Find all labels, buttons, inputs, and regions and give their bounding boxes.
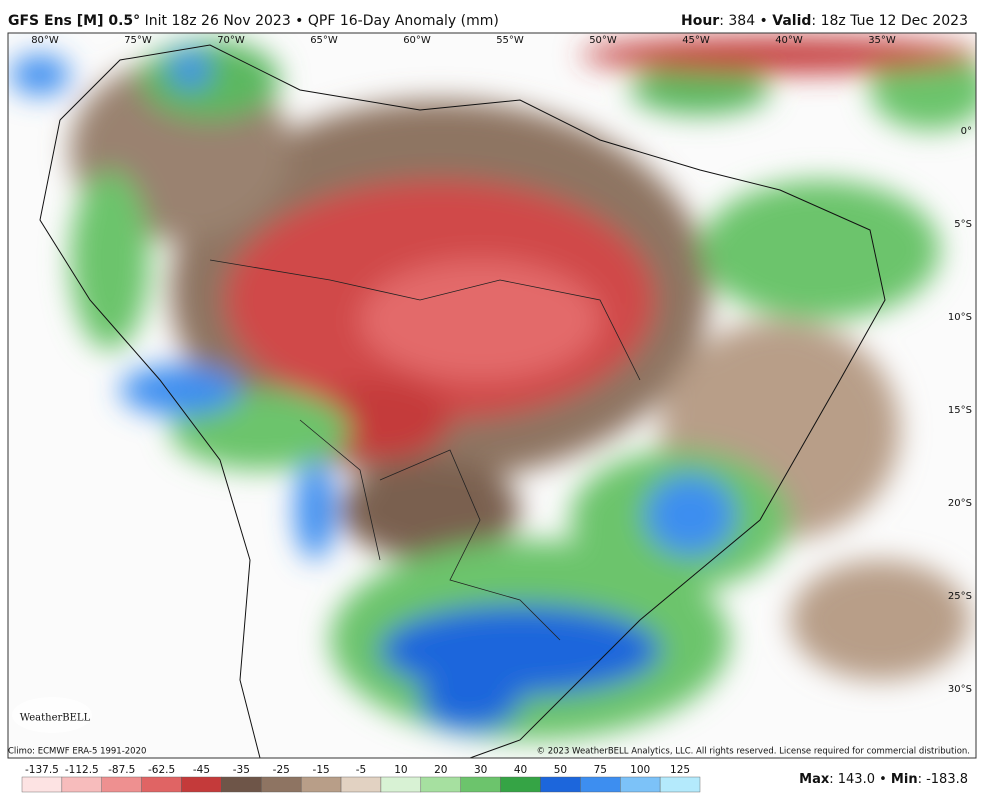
colorbar-label: -45	[193, 764, 210, 776]
colorbar-swatch	[300, 776, 342, 793]
longitude-label: 55°W	[496, 35, 524, 46]
longitude-label: 60°W	[403, 35, 431, 46]
logo: WeatherBELL	[20, 713, 91, 724]
colorbar-label: -35	[233, 764, 250, 776]
max-min: Max: 143.0 • Min: -183.8	[799, 772, 968, 787]
colorbar-label: 40	[514, 764, 527, 776]
colorbar-swatch	[420, 776, 461, 793]
colorbar-swatch	[460, 776, 501, 793]
colorbar-label: 50	[554, 764, 567, 776]
longitude-label: 75°W	[124, 35, 152, 46]
latitude-label: 25°S	[948, 591, 972, 602]
copyright: © 2023 WeatherBELL Analytics, LLC. All r…	[537, 747, 970, 757]
longitude-label: 70°W	[217, 35, 245, 46]
max-value: : 143.0 •	[829, 772, 887, 787]
colorbar-swatch	[181, 776, 222, 793]
min-label: Min	[891, 772, 918, 787]
colorbar-label: -15	[313, 764, 330, 776]
latitude-label: 10°S	[948, 312, 972, 323]
title-bold: GFS Ens [M] 0.5°	[8, 13, 140, 29]
logo-badge	[12, 697, 92, 733]
longitude-label: 50°W	[589, 35, 617, 46]
valid-info: Hour: 384 • Valid: 18z Tue 12 Dec 2023	[681, 13, 968, 29]
min-value: : -183.8	[918, 772, 968, 787]
colorbar-swatch	[500, 776, 541, 793]
hour-value: : 384 •	[719, 13, 768, 29]
valid-label: Valid	[772, 13, 811, 29]
latitude-labels: 0° 5°S 10°S 15°S 20°S 25°S 30°S	[948, 126, 972, 695]
colorbar-swatch	[540, 776, 581, 793]
hour-label: Hour	[681, 13, 719, 29]
longitude-label: 45°W	[682, 35, 710, 46]
valid-value: : 18z Tue 12 Dec 2023	[811, 13, 968, 29]
colorbar-label: 125	[670, 764, 690, 776]
colorbar-swatch	[380, 776, 422, 793]
colorbar-swatch	[659, 776, 701, 793]
colorbar-label: -25	[273, 764, 290, 776]
colorbar-label: -112.5	[65, 764, 99, 776]
longitude-label: 35°W	[868, 35, 896, 46]
climo-note: Climo: ECMWF ERA-5 1991-2020	[8, 747, 146, 757]
colorbar-label: 100	[630, 764, 650, 776]
colorbar-label: 75	[594, 764, 607, 776]
colorbar-label: -62.5	[148, 764, 175, 776]
colorbar-swatch	[221, 776, 262, 793]
coastline	[39, 44, 886, 758]
title: GFS Ens [M] 0.5° Init 18z 26 Nov 2023 • …	[8, 13, 499, 29]
latitude-label: 5°S	[954, 219, 972, 230]
longitude-label: 80°W	[31, 35, 59, 46]
colorbar-label: -137.5	[25, 764, 59, 776]
map-frame	[7, 32, 977, 759]
colorbar-swatch	[580, 776, 621, 793]
colorbar-label: 10	[394, 764, 407, 776]
latitude-label: 0°	[961, 126, 972, 137]
borders	[209, 259, 641, 641]
colorbar-label: 20	[434, 764, 447, 776]
max-label: Max	[799, 772, 830, 787]
colorbar-label: 30	[474, 764, 487, 776]
colorbar-swatch	[141, 776, 182, 793]
longitude-label: 65°W	[310, 35, 338, 46]
header: GFS Ens [M] 0.5° Init 18z 26 Nov 2023 • …	[8, 13, 968, 29]
colorbar-label: -5	[356, 764, 366, 776]
colorbar: -137.5 -112.5 -87.5 -62.5 -45 -35 -25 -15 -5 10 20…	[21, 764, 701, 793]
latitude-label: 15°S	[948, 405, 972, 416]
anomaly-field	[10, 37, 976, 740]
longitude-labels: 80°W 75°W 70°W 65°W 60°W 55°W 50°W 45°W 40°W 35°W	[31, 35, 896, 46]
colorbar-label: -87.5	[108, 764, 135, 776]
colorbar-swatch	[340, 776, 382, 793]
colorbar-swatch	[620, 776, 661, 793]
map: 80°W 75°W 70°W 65°W 60°W 55°W 50°W 45°W 40°W 35°W…	[8, 33, 976, 758]
colorbar-swatch	[21, 776, 63, 793]
longitude-label: 40°W	[775, 35, 803, 46]
latitude-label: 30°S	[948, 684, 972, 695]
latitude-label: 20°S	[948, 498, 972, 509]
title-rest: Init 18z 26 Nov 2023 • QPF 16-Day Anomal…	[145, 13, 499, 29]
colorbar-swatch	[61, 776, 102, 793]
colorbar-swatch	[261, 776, 302, 793]
colorbar-swatch	[101, 776, 142, 793]
